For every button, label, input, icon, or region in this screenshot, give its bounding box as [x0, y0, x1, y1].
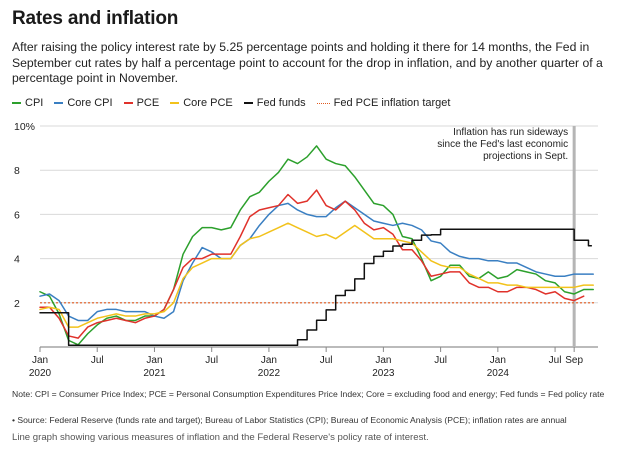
- y-tick-label: 4: [14, 254, 20, 266]
- line-chart: 2 4 6 8 10% Jan 2020 Jul Jan 2021 Jul Jan 2022 Jul Jan…: [14, 121, 598, 379]
- x-tick-label: Jul: [205, 355, 218, 366]
- x-tick-year-label: 2022: [258, 368, 281, 379]
- chart-subtitle: After raising the policy interest rate b…: [12, 40, 603, 85]
- x-tick-label: Jan: [490, 355, 506, 366]
- series-line-fed-funds: [39, 228, 593, 346]
- footnote: Note: CPI = Consumer Price Index; PCE = …: [12, 389, 605, 399]
- y-tick-label: 8: [14, 165, 20, 177]
- legend-swatch: [170, 102, 180, 104]
- series-line-core-cpi: [39, 200, 594, 322]
- annotation-text: Inflation has run sideways: [453, 127, 568, 138]
- x-tick-label: Jul: [549, 355, 562, 366]
- legend-item-target: Fed PCE inflation target: [316, 97, 451, 109]
- x-tick-label: Jan: [146, 355, 162, 366]
- x-tick-label: Jan: [261, 355, 277, 366]
- series-line-cpi: [39, 145, 594, 346]
- legend-label: Fed funds: [256, 97, 306, 109]
- series-line-pce: [39, 189, 585, 339]
- legend-item-cpi: CPI: [12, 97, 43, 109]
- x-tick-label: Jul: [320, 355, 333, 366]
- y-tick-label: 10%: [14, 121, 35, 133]
- legend-item-core-pce: Core PCE: [170, 97, 233, 109]
- y-tick-label: 2: [14, 298, 20, 310]
- annotation-text: since the Fed's last economic: [437, 139, 568, 150]
- legend-label: Core CPI: [67, 97, 113, 109]
- x-tick-label: Jul: [91, 355, 104, 366]
- y-tick-label: 6: [14, 209, 20, 221]
- legend-label: Fed PCE inflation target: [333, 97, 451, 109]
- legend-swatch-target: [316, 102, 330, 104]
- series-line-core-pce: [39, 222, 594, 328]
- x-tick-year-label: 2021: [143, 368, 166, 379]
- legend-label: PCE: [136, 97, 160, 109]
- legend-label: CPI: [25, 97, 44, 109]
- x-tick-label: Jan: [32, 355, 48, 366]
- x-tick-year-label: 2020: [29, 368, 52, 379]
- legend-item-core-cpi: Core CPI: [54, 97, 113, 109]
- x-tick-label: Jan: [375, 355, 391, 366]
- legend-swatch: [54, 102, 64, 104]
- legend-swatch: [123, 102, 133, 104]
- legend: CPI Core CPI PCE Core PCE Fed funds Fed …: [12, 97, 461, 109]
- x-tick-year-label: 2023: [372, 368, 395, 379]
- legend-swatch: [243, 102, 253, 104]
- annotation-text: projections in Sept.: [483, 151, 568, 162]
- legend-swatch: [12, 102, 21, 104]
- source-note: • Source: Federal Reserve (funds rate an…: [12, 415, 567, 425]
- chart-title: Rates and inflation: [12, 8, 179, 29]
- x-tick-label: Jul: [434, 355, 447, 366]
- x-tick-year-label: 2024: [487, 368, 510, 379]
- legend-item-fed-funds: Fed funds: [243, 97, 306, 109]
- legend-label: Core PCE: [183, 97, 233, 109]
- chart-caption: Line graph showing various measures of i…: [12, 432, 429, 443]
- legend-item-pce: PCE: [123, 97, 160, 109]
- x-tick-label: Sep: [565, 355, 583, 366]
